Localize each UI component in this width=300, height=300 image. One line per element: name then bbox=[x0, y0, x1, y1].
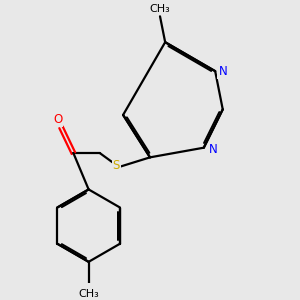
Text: N: N bbox=[209, 143, 218, 156]
Text: S: S bbox=[112, 159, 120, 172]
Text: CH₃: CH₃ bbox=[78, 289, 99, 299]
Text: CH₃: CH₃ bbox=[150, 4, 170, 14]
Text: N: N bbox=[218, 64, 227, 78]
Text: O: O bbox=[53, 113, 62, 126]
